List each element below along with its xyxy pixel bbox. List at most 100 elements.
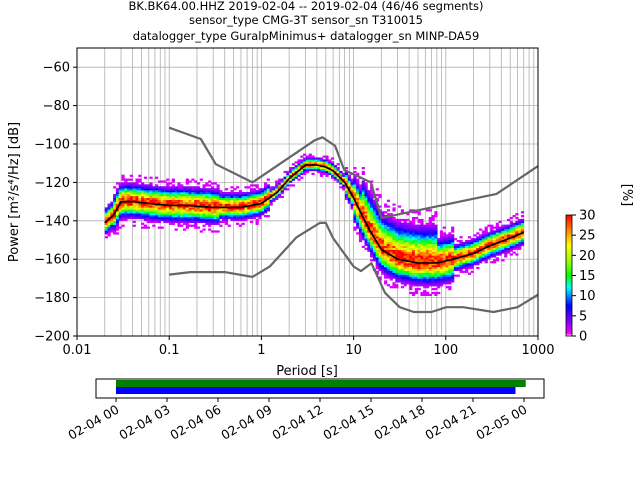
psd-cell — [501, 247, 505, 250]
psd-cell — [509, 230, 513, 233]
psd-cell — [208, 215, 212, 218]
psd-cell — [244, 215, 248, 218]
psd-cell — [409, 263, 413, 266]
psd-cell — [194, 190, 198, 193]
psd-cell — [434, 264, 438, 268]
psd-cell — [188, 197, 192, 200]
psd-cell — [425, 270, 430, 273]
psd-cell — [157, 226, 162, 229]
psd-cell — [177, 205, 181, 208]
psd-cell — [210, 213, 215, 216]
psd-cell — [381, 215, 385, 218]
psd-cell — [266, 215, 270, 218]
psd-cell — [210, 199, 215, 202]
psd-cell — [378, 259, 382, 262]
psd-cell — [356, 172, 360, 176]
psd-cell — [149, 186, 153, 189]
psd-cell — [417, 264, 421, 268]
psd-cell — [129, 195, 134, 199]
psd-cell — [182, 213, 187, 216]
psd-cell — [448, 238, 452, 241]
psd-cell — [205, 211, 209, 214]
psd-cell — [238, 207, 243, 210]
psd-cell — [384, 232, 388, 235]
psd-cell — [384, 234, 388, 237]
psd-cell — [467, 249, 472, 252]
psd-cell — [414, 270, 418, 273]
psd-cell — [445, 251, 449, 254]
psd-cell — [219, 207, 223, 210]
psd-cell — [182, 207, 187, 210]
psd-cell — [185, 226, 189, 229]
psd-cell — [177, 209, 181, 212]
psd-cell — [411, 222, 416, 225]
psd-cell — [442, 240, 446, 243]
psd-cell — [403, 245, 407, 248]
psd-cell — [434, 236, 438, 239]
psd-cell — [411, 272, 416, 275]
psd-cell — [375, 261, 379, 264]
psd-cell — [300, 172, 304, 176]
psd-cell — [411, 226, 416, 229]
psd-cell — [149, 192, 153, 195]
psd-cell — [448, 266, 452, 270]
psd-cell — [194, 192, 198, 195]
psd-cell — [160, 192, 164, 195]
psd-cell — [283, 180, 287, 183]
psd-cell — [146, 215, 150, 218]
psd-cell — [258, 193, 262, 197]
psd-cell — [470, 257, 474, 260]
psd-cell — [425, 257, 430, 260]
psd-cell — [110, 207, 114, 210]
psd-cell — [409, 280, 413, 283]
psd-cell — [314, 165, 318, 168]
psd-cell — [492, 253, 497, 256]
psd-cell — [445, 276, 449, 279]
psd-cell — [481, 253, 486, 256]
psd-cell — [244, 216, 248, 220]
psd-cell — [129, 184, 134, 187]
psd-cell — [372, 234, 377, 237]
psd-cell — [168, 195, 173, 199]
psd-cell — [392, 253, 396, 256]
psd-cell — [437, 270, 441, 273]
psd-cell — [118, 207, 122, 210]
psd-cell — [344, 176, 349, 179]
psd-cell — [255, 193, 259, 197]
psd-cell — [269, 203, 273, 206]
psd-cell — [515, 253, 519, 256]
psd-cell — [395, 284, 399, 287]
psd-cell — [155, 190, 159, 193]
psd-cell — [180, 197, 184, 200]
psd-cell — [448, 288, 452, 291]
psd-cell — [166, 178, 170, 181]
psd-cell — [185, 178, 189, 181]
psd-cell — [249, 184, 254, 187]
psd-cell — [456, 245, 460, 248]
psd-cell — [481, 240, 486, 243]
psd-cell — [409, 249, 413, 252]
psd-cell — [431, 218, 435, 222]
psd-cell — [425, 249, 430, 252]
psd-cell — [224, 192, 229, 195]
psd-cell — [160, 193, 164, 197]
psd-cell — [400, 261, 405, 264]
psd-cell — [476, 232, 480, 235]
psd-cell — [258, 190, 262, 193]
psd-cell — [476, 251, 480, 254]
psd-cell — [333, 165, 337, 168]
psd-cell — [146, 226, 150, 229]
psd-cell — [409, 266, 413, 270]
psd-cell — [434, 278, 438, 281]
x-tick-label: 1 — [257, 343, 265, 358]
psd-cell — [233, 188, 237, 191]
psd-cell — [451, 276, 455, 279]
psd-cell — [202, 211, 206, 214]
psd-cell — [174, 188, 178, 191]
psd-cell — [512, 228, 516, 231]
psd-cell — [222, 193, 226, 197]
psd-cell — [381, 243, 385, 247]
psd-cell — [344, 195, 349, 199]
psd-cell — [222, 205, 226, 208]
psd-cell — [487, 234, 491, 237]
